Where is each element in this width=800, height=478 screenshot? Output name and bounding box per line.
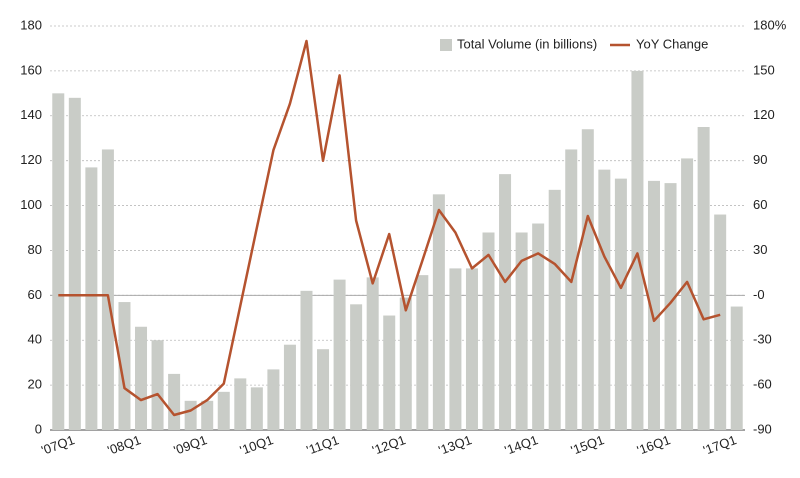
y-tick-label: 20 — [28, 377, 42, 392]
y-tick-label: 0 — [35, 421, 42, 436]
bar — [499, 174, 512, 430]
y2-tick-label: 180% — [753, 17, 787, 32]
bar — [234, 378, 247, 430]
x-tick-label: '12Q1 — [370, 432, 407, 458]
bar — [664, 183, 677, 430]
bar — [135, 326, 148, 430]
bar — [52, 93, 65, 430]
bar — [565, 149, 578, 430]
bar — [333, 279, 346, 430]
bar — [548, 189, 561, 430]
bar — [730, 306, 743, 430]
bar — [85, 167, 98, 430]
bar — [300, 290, 313, 430]
y-tick-label: 40 — [28, 332, 42, 347]
bar — [631, 70, 644, 430]
bar — [168, 373, 181, 430]
bar — [366, 277, 379, 430]
bar — [532, 223, 545, 430]
bar — [283, 344, 296, 430]
bar — [399, 297, 412, 430]
x-tick-label: '10Q1 — [238, 432, 275, 458]
bar — [184, 400, 197, 430]
y2-tick-label: 30 — [753, 242, 767, 257]
bar — [432, 194, 445, 430]
legend-label: YoY Change — [636, 36, 708, 51]
bar — [581, 129, 594, 430]
x-tick-label: '07Q1 — [39, 432, 76, 458]
bar — [714, 214, 727, 430]
bar — [697, 127, 710, 430]
bar — [416, 275, 429, 430]
y-tick-label: 180 — [20, 17, 42, 32]
y-tick-label: 140 — [20, 107, 42, 122]
x-tick-label: '15Q1 — [569, 432, 606, 458]
bar — [598, 169, 611, 430]
y2-tick-label: -0 — [753, 287, 765, 302]
x-tick-label: '17Q1 — [701, 432, 738, 458]
legend-swatch — [440, 39, 452, 51]
bar — [449, 268, 462, 430]
y-tick-label: 80 — [28, 242, 42, 257]
y2-tick-label: 150 — [753, 62, 775, 77]
x-tick-label: '13Q1 — [436, 432, 473, 458]
y2-tick-label: -60 — [753, 377, 772, 392]
x-tick-label: '09Q1 — [172, 432, 209, 458]
y2-tick-label: 60 — [753, 197, 767, 212]
y2-tick-label: 120 — [753, 107, 775, 122]
bar — [383, 315, 396, 430]
x-tick-label: '14Q1 — [503, 432, 540, 458]
x-tick-label: '08Q1 — [105, 432, 142, 458]
y2-tick-label: -90 — [753, 421, 772, 436]
legend-label: Total Volume (in billions) — [457, 36, 597, 51]
bar — [681, 158, 694, 430]
x-tick-label: '11Q1 — [304, 432, 340, 457]
y2-tick-label: 90 — [753, 152, 767, 167]
line — [58, 39, 721, 417]
bar — [350, 304, 363, 430]
bar — [515, 232, 528, 430]
x-tick-label: '16Q1 — [635, 432, 672, 458]
bar — [647, 180, 660, 430]
y-tick-label: 120 — [20, 152, 42, 167]
bar — [201, 400, 214, 430]
bar — [151, 340, 164, 430]
y-tick-label: 100 — [20, 197, 42, 212]
bar — [465, 268, 478, 430]
bar — [317, 349, 330, 430]
bar — [101, 149, 114, 430]
y-tick-label: 60 — [28, 287, 42, 302]
bar — [614, 178, 627, 430]
bar — [482, 232, 495, 430]
bar — [118, 302, 131, 430]
bar — [267, 369, 280, 430]
y-tick-label: 160 — [20, 62, 42, 77]
bar — [217, 391, 230, 430]
bar — [250, 387, 263, 430]
bar — [68, 97, 81, 431]
y2-tick-label: -30 — [753, 332, 772, 347]
